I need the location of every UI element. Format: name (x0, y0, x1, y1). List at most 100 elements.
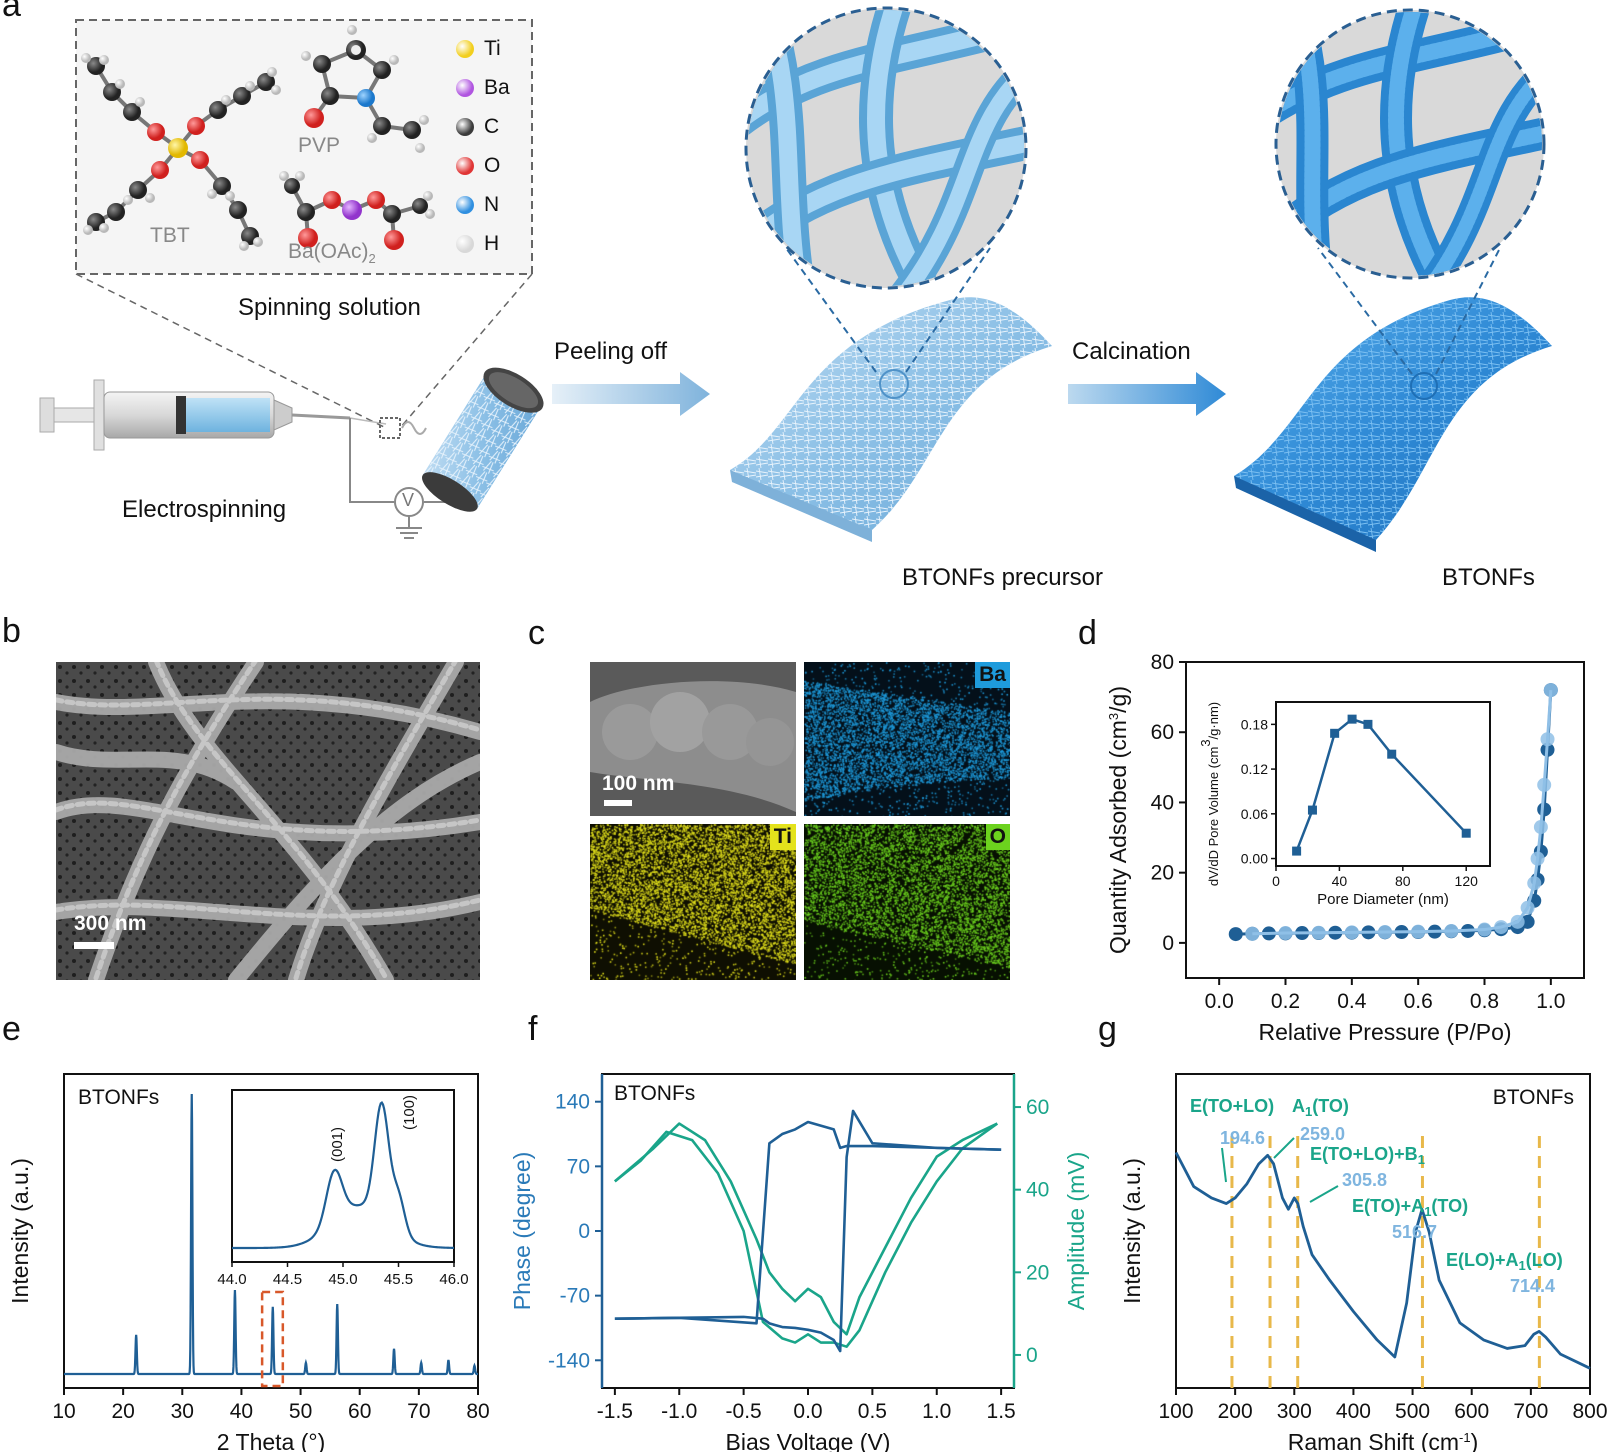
d-xtick-label: 0.0 (1205, 990, 1234, 1013)
legend-dot (456, 157, 474, 175)
f-xtick-label: 0.5 (858, 1400, 887, 1423)
d-point-desorption (1527, 876, 1542, 891)
d-point-desorption (1540, 732, 1555, 747)
legend-symbol: O (484, 154, 501, 177)
g-mode-sub: 1 (1519, 1258, 1526, 1273)
e-inset-xtick-label: 44.0 (217, 1271, 246, 1288)
d-point-desorption (1411, 924, 1426, 939)
e-axes-frame (63, 1073, 479, 1389)
f-ylabel-right: Amplitude (mV) (1063, 1152, 1089, 1310)
d-ytick-label: 0 (1162, 932, 1174, 955)
g-mode-sub: 1 (1424, 1204, 1431, 1219)
g-mode-label: E(TO)+A1(TO) (1352, 1196, 1468, 1219)
g-mode-main: E(TO+LO) (1190, 1096, 1274, 1116)
g-mode-main: A (1292, 1096, 1305, 1116)
d-point-desorption (1510, 914, 1525, 929)
g-xlabel-sup: -1 (1459, 1430, 1471, 1445)
d-point-desorption (1477, 922, 1492, 937)
g-mode-rest: (TO) (1431, 1196, 1468, 1216)
f-phase-reverse (614, 1120, 1002, 1325)
panel-label-e: e (2, 1010, 21, 1048)
g-mode-label: E(LO)+A1(LO) (1446, 1250, 1563, 1273)
sem-scale-label: 300 nm (74, 912, 147, 935)
d-point-desorption (1444, 923, 1459, 938)
f-ytick-left-label: -140 (548, 1349, 590, 1372)
panel-label-f: f (528, 1010, 538, 1048)
panel-label-a: a (2, 0, 21, 24)
legend-symbol: N (484, 193, 500, 216)
d-ytick-label: 20 (1151, 862, 1174, 885)
eds-ba-map: Ba (804, 662, 1010, 816)
g-xlabel-main: Raman Shift (cm (1288, 1429, 1459, 1452)
f-ytick-right-label: 0 (1026, 1344, 1038, 1367)
e-inset-xtick-label: 45.5 (384, 1271, 413, 1288)
d-xtick-label: 0.8 (1470, 990, 1499, 1013)
d-inset-ytick-label: 0.06 (1241, 806, 1268, 822)
f-xtick-label: -1.5 (597, 1400, 633, 1423)
baoac-label: Ba(OAc)2 (288, 240, 376, 266)
circuit (349, 417, 477, 539)
sem-fibers (56, 662, 480, 980)
baoac-label-sub: 2 (368, 251, 376, 267)
e-ylabel: Intensity (a.u.) (7, 1158, 33, 1304)
f-ytick-right-label: 60 (1026, 1096, 1049, 1119)
e-inset-frame (231, 1089, 455, 1263)
legend-symbol: C (484, 115, 500, 138)
d-ylabel: Quantity Adsorbed (cm3/g) (1105, 686, 1131, 954)
baoac-molecule (279, 171, 435, 250)
legend-dot (456, 196, 474, 214)
d-point-desorption (1278, 926, 1293, 941)
d-inset-ylabel: dV/dD Pore Volume (cm3/g·nm) (1198, 702, 1221, 886)
f-xtick-label: 1.0 (922, 1400, 951, 1423)
g-xtick-label: 700 (1513, 1400, 1548, 1423)
eds-ti-map: Ti (590, 824, 796, 980)
eds-o-label: O (985, 824, 1010, 850)
f-xtick-label: 0.0 (793, 1400, 822, 1423)
d-ytick-label: 40 (1151, 791, 1174, 814)
legend-dot (456, 118, 474, 136)
eds-scale-label: 100 nm (602, 772, 675, 795)
d-inset-ytick-label: 0.00 (1241, 851, 1268, 867)
e-xtick-label: 40 (230, 1400, 253, 1423)
g-xtick-label: 800 (1572, 1400, 1607, 1423)
d-xtick-label: 0.4 (1337, 990, 1367, 1013)
d-inset-ylabel-sup: 3 (1198, 739, 1213, 746)
f-ytick-left-label: -70 (560, 1285, 590, 1308)
e-xtick-label: 80 (466, 1400, 489, 1423)
eds-ba-label: Ba (975, 662, 1010, 688)
g-mode-label: E(TO+LO)+B1 (1310, 1144, 1425, 1167)
g-shift-label: 516.7 (1392, 1222, 1437, 1242)
e-sample-label: BTONFs (78, 1086, 159, 1109)
legend-item-n: N (456, 192, 499, 218)
eds-o-canvas (804, 824, 1010, 980)
g-xtick-label: 500 (1395, 1400, 1430, 1423)
d-xtick-label: 0.6 (1404, 990, 1433, 1013)
g-mode-sub: 1 (1305, 1104, 1312, 1119)
g-axes-frame (1175, 1073, 1591, 1389)
g-arrow-3 (1309, 1185, 1339, 1203)
legend-dot (456, 235, 474, 253)
d-xtick-label: 1.0 (1536, 990, 1565, 1013)
d-inset-xlabel: Pore Diameter (nm) (1317, 891, 1449, 908)
d-point-desorption (1494, 920, 1509, 935)
f-ytick-left-label: 0 (578, 1220, 590, 1243)
e-peak-label-001: (001) (329, 1127, 346, 1162)
d-point-adsorption (1520, 914, 1535, 929)
g-shift-label: 714.4 (1510, 1276, 1555, 1296)
f-xlabel: Bias Voltage (V) (726, 1429, 891, 1452)
eds-sem: 100 nm (590, 662, 796, 816)
e-xtick-label: 30 (171, 1400, 194, 1423)
e-xtick-label: 20 (111, 1400, 134, 1423)
g-mode-sub: 1 (1418, 1152, 1425, 1167)
spinning-solution-label: Spinning solution (238, 294, 421, 321)
d-point-desorption (1537, 777, 1552, 792)
d-xlabel: Relative Pressure (P/Po) (1258, 1019, 1511, 1045)
d-point-adsorption (1228, 927, 1243, 942)
g-xtick-label: 600 (1454, 1400, 1489, 1423)
e-inset-xtick-label: 44.5 (273, 1271, 302, 1288)
g-mode-main: E(TO+LO)+B (1310, 1144, 1418, 1164)
d-xtick-label: 0.2 (1271, 990, 1300, 1013)
voltage-label: V (402, 490, 415, 510)
d-inset-point (1461, 828, 1471, 838)
